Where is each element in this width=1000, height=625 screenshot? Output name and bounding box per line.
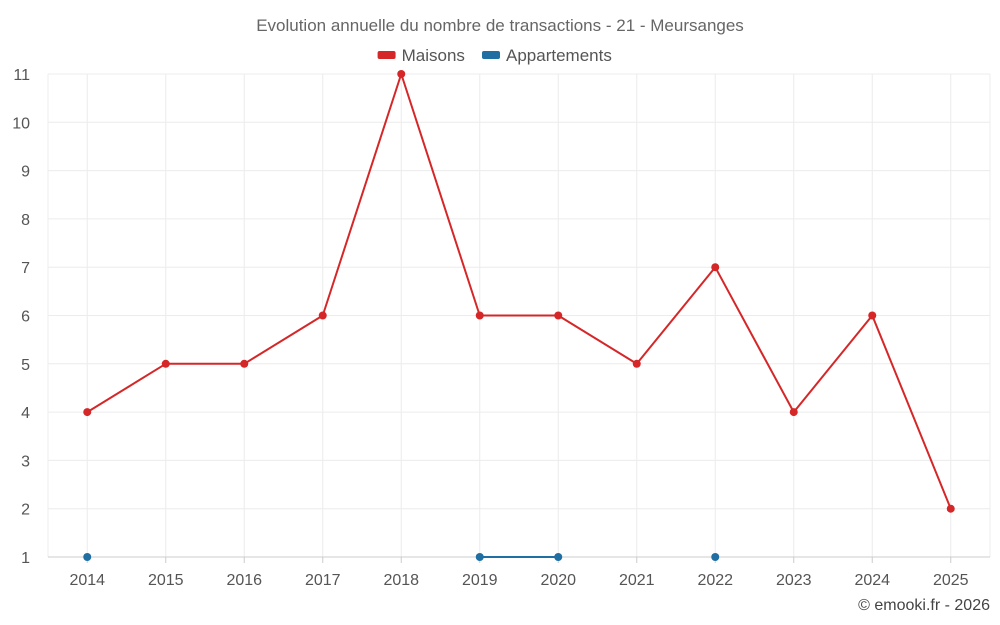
x-tick-label: 2020 — [540, 572, 576, 589]
x-tick-label: 2016 — [226, 572, 262, 589]
data-point[interactable] — [240, 359, 249, 368]
data-point[interactable] — [711, 553, 720, 561]
legend-label: Maisons — [402, 46, 465, 65]
y-tick-label: 4 — [21, 405, 30, 422]
x-tick-label: 2019 — [462, 572, 498, 589]
series-maisons — [83, 70, 955, 513]
x-tick-label: 2015 — [148, 572, 184, 589]
legend-label: Appartements — [506, 46, 612, 65]
y-tick-label: 11 — [13, 67, 30, 84]
legend[interactable]: Maisons Appartements — [377, 46, 612, 65]
data-point[interactable] — [161, 359, 170, 368]
x-tick-label: 2025 — [933, 572, 969, 589]
data-point[interactable] — [554, 553, 563, 561]
x-axis: 2014 2015 2016 2017 2018 2019 2020 2021 2022 2023… — [48, 556, 990, 589]
legend-swatch — [377, 51, 396, 59]
legend-swatch — [482, 51, 500, 59]
legend-item-maisons[interactable]: Maisons — [377, 46, 465, 65]
y-tick-label: 7 — [21, 260, 30, 277]
data-point[interactable] — [632, 359, 641, 368]
data-point[interactable] — [318, 311, 327, 320]
y-tick-label: 1 — [21, 550, 30, 567]
x-tick-label: 2014 — [69, 572, 105, 589]
legend-item-appartements[interactable]: Appartements — [482, 46, 612, 65]
data-point[interactable] — [397, 70, 406, 78]
data-point[interactable] — [868, 311, 877, 320]
x-tick-label: 2024 — [854, 572, 890, 589]
x-tick-label: 2018 — [383, 572, 419, 589]
y-tick-label: 5 — [21, 357, 30, 374]
chart-title: Evolution annuelle du nombre de transact… — [256, 16, 744, 35]
data-point[interactable] — [946, 504, 955, 513]
data-point[interactable] — [83, 408, 92, 417]
credit-text: © emooki.fr - 2026 — [858, 597, 990, 614]
data-point[interactable] — [789, 408, 798, 417]
series-appartements — [83, 553, 720, 561]
y-tick-label: 8 — [21, 212, 30, 229]
y-tick-label: 2 — [21, 502, 30, 519]
y-tick-label: 9 — [21, 164, 30, 181]
x-tick-label: 2023 — [776, 572, 812, 589]
y-axis: 1 2 3 4 5 6 7 8 9 10 11 — [12, 67, 30, 567]
series-layer — [83, 70, 955, 561]
data-point[interactable] — [711, 263, 720, 272]
series-line — [86, 73, 952, 510]
x-tick-label: 2017 — [305, 572, 341, 589]
data-point[interactable] — [475, 553, 484, 561]
x-tick-label: 2021 — [619, 572, 655, 589]
y-tick-label: 6 — [21, 309, 30, 326]
data-point[interactable] — [475, 311, 484, 320]
data-point[interactable] — [554, 311, 563, 320]
data-point[interactable] — [83, 553, 92, 561]
y-tick-label: 3 — [21, 453, 30, 470]
x-tick-label: 2022 — [697, 572, 733, 589]
y-tick-label: 10 — [12, 115, 30, 132]
